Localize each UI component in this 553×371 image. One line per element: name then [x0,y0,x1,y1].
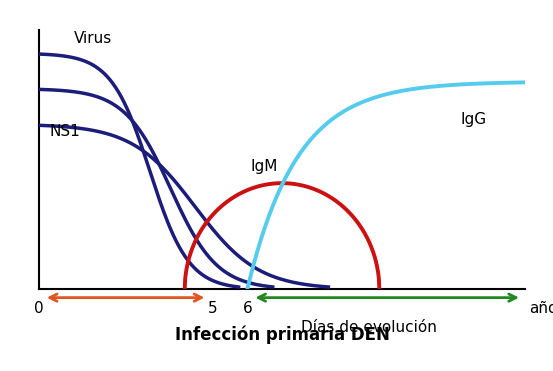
Text: NS1: NS1 [49,124,80,139]
Text: 5: 5 [208,301,217,316]
Text: Infección primaria DEN: Infección primaria DEN [175,326,389,344]
Text: IgG: IgG [460,112,486,127]
Text: 0: 0 [34,301,44,316]
Text: años: años [529,301,553,316]
Text: Días de evolución: Días de evolución [301,320,437,335]
Text: Virus: Virus [74,31,112,46]
Text: IgM: IgM [251,159,278,174]
Text: 6: 6 [242,301,252,316]
